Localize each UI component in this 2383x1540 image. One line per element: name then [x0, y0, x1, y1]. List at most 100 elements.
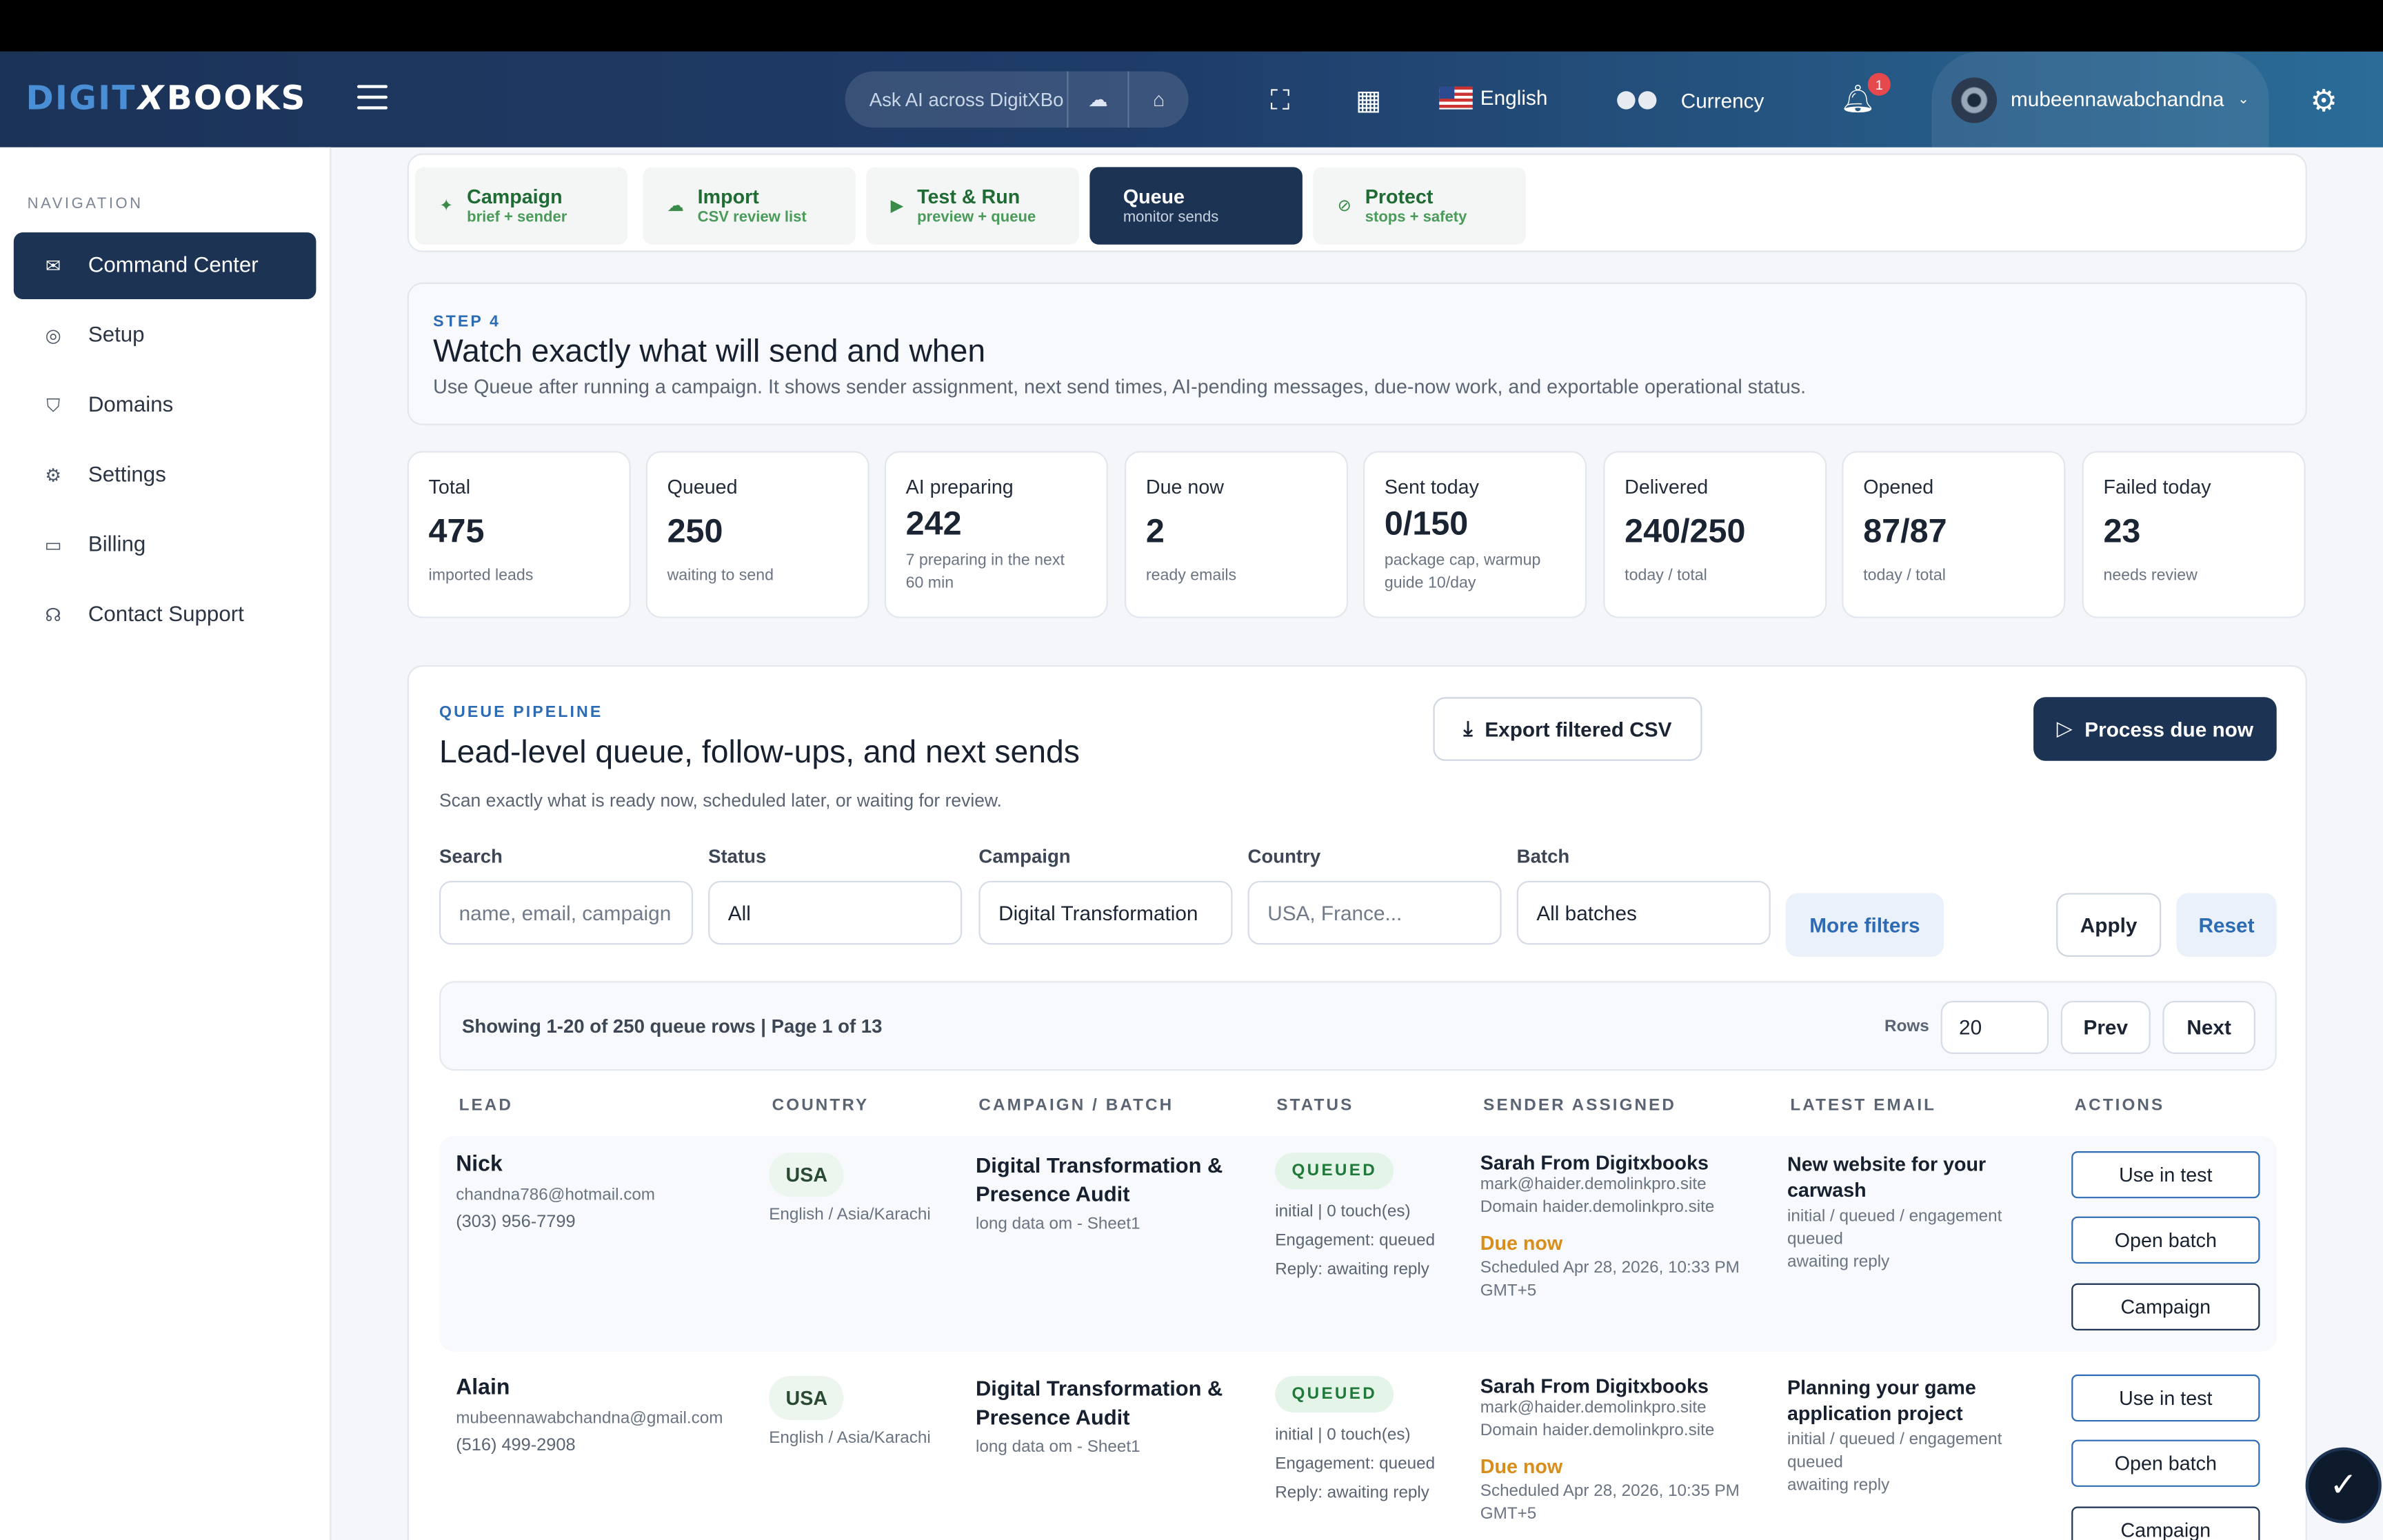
- open-batch-button[interactable]: Open batch: [2071, 1216, 2260, 1264]
- pipeline-eyebrow: QUEUE PIPELINE: [439, 703, 603, 722]
- country-input[interactable]: USA, France...: [1247, 880, 1502, 945]
- language-label: English: [1480, 86, 1548, 110]
- apps-grid-icon[interactable]: ▦: [1356, 85, 1382, 116]
- intro-card: STEP 4 Watch exactly what will send and …: [407, 282, 2307, 425]
- status-badge: QUEUED: [1275, 1376, 1394, 1412]
- stat-card-due-now: Due now 2 ready emails: [1125, 451, 1349, 618]
- tab-import[interactable]: ☁ Import CSV review list: [643, 167, 856, 245]
- tab-campaign[interactable]: ✦ Campaign brief + sender: [414, 167, 628, 245]
- tab-subtitle: CSV review list: [697, 208, 807, 226]
- lead-phone: (516) 499-2908: [456, 1437, 576, 1455]
- stat-value: 242: [905, 504, 962, 543]
- ai-assistant-icon[interactable]: ☁: [1067, 71, 1127, 128]
- user-menu[interactable]: mubeennawabchandna ⌄: [1931, 51, 2269, 148]
- sidebar-item-contact-support[interactable]: ☊ Contact Support: [14, 582, 316, 649]
- prev-button[interactable]: Prev: [2060, 1000, 2151, 1054]
- ai-learn-icon[interactable]: ⌂: [1127, 71, 1188, 128]
- reply-status: Reply: awaiting reply: [1275, 1260, 1429, 1279]
- tab-subtitle: brief + sender: [467, 208, 567, 226]
- language-selector[interactable]: English: [1439, 86, 1548, 110]
- floating-assistant-button[interactable]: ✓: [2305, 1447, 2382, 1523]
- stat-label: Sent today: [1384, 475, 1479, 498]
- cloud-upload-icon: ☁: [667, 197, 684, 216]
- shield-icon: ⛉: [46, 394, 61, 416]
- download-icon: ⤓: [1463, 716, 1473, 740]
- email-subject: Planning your game application project: [1787, 1376, 1976, 1425]
- email-reply-status: awaiting reply: [1787, 1476, 1890, 1495]
- step-tabs: ✦ Campaign brief + sender ☁ Import CSV rev…: [407, 153, 2307, 252]
- tab-subtitle: stops + safety: [1365, 208, 1467, 226]
- campaign-button[interactable]: Campaign: [2071, 1506, 2260, 1540]
- sidebar-item-billing[interactable]: ▭ Billing: [14, 511, 316, 578]
- stat-card-queued: Queued 250 waiting to send: [645, 451, 869, 618]
- status-badge: QUEUED: [1275, 1153, 1394, 1190]
- gear-icon: ⚙: [45, 465, 61, 487]
- ai-search-bar[interactable]: Ask AI across DigitXBo ☁ ⌂: [845, 71, 1189, 128]
- more-filters-button[interactable]: More filters: [1785, 893, 1944, 957]
- engagement-status: Engagement: queued: [1275, 1455, 1436, 1474]
- campaign-button[interactable]: Campaign: [2071, 1283, 2260, 1330]
- email-reply-status: awaiting reply: [1787, 1253, 1890, 1272]
- sender-name: Sarah From Digitxbooks: [1480, 1374, 1709, 1397]
- sidebar-item-domains[interactable]: ⛉ Domains: [14, 372, 316, 439]
- email-subject: New website for your carwash: [1787, 1153, 1987, 1202]
- apply-button[interactable]: Apply: [2056, 893, 2162, 957]
- status-filter-label: Status: [708, 846, 767, 868]
- main-content: ✦ Campaign brief + sender ☁ Import CSV rev…: [331, 148, 2383, 1540]
- stat-card-delivered: Delivered 240/250 today / total: [1603, 451, 1827, 618]
- country-filter-label: Country: [1247, 846, 1321, 868]
- stat-card-ai-preparing: AI preparing 242 7 preparing in the next…: [884, 451, 1108, 618]
- stat-label: Total: [428, 475, 471, 498]
- col-header-latest-email: LATEST EMAIL: [1790, 1096, 1937, 1115]
- batch-name: long data om - Sheet1: [976, 1438, 1140, 1457]
- batch-select[interactable]: All batches: [1516, 880, 1771, 945]
- tab-subtitle: preview + queue: [917, 208, 1036, 226]
- stat-card-failed-today: Failed today 23 needs review: [2082, 451, 2306, 618]
- use-in-test-button[interactable]: Use in test: [2071, 1151, 2260, 1199]
- pagination-summary: Showing 1-20 of 250 queue rows | Page 1 …: [462, 1015, 883, 1037]
- stat-label: Failed today: [2103, 475, 2211, 498]
- tab-queue[interactable]: Queue monitor sends: [1089, 167, 1303, 245]
- lead-name: Alain: [456, 1376, 510, 1401]
- stat-value: 250: [667, 511, 723, 550]
- brand-logo[interactable]: DIGIT X BOOKS: [0, 52, 331, 148]
- currency-icon: [1617, 87, 1660, 114]
- chevron-down-icon: ⌄: [2238, 91, 2249, 107]
- sidebar-item-setup[interactable]: ◎ Setup: [14, 302, 316, 369]
- tab-title: Import: [697, 184, 759, 207]
- tab-test-run[interactable]: ▶ Test & Run preview + queue: [866, 167, 1079, 245]
- stat-label: AI preparing: [905, 475, 1014, 498]
- lead-phone: (303) 956-7799: [456, 1213, 576, 1232]
- tab-title: Protect: [1365, 184, 1434, 207]
- sidebar-item-settings[interactable]: ⚙ Settings: [14, 442, 316, 509]
- fullscreen-icon[interactable]: ⛶: [1270, 85, 1290, 116]
- use-in-test-button[interactable]: Use in test: [2071, 1374, 2260, 1422]
- campaign-name: Digital Transformation & Presence Audit: [976, 1153, 1223, 1206]
- campaign-select[interactable]: Digital Transformation: [978, 880, 1233, 945]
- ai-search-input[interactable]: Ask AI across DigitXBo: [869, 88, 1064, 110]
- country-badge: USA: [769, 1153, 845, 1197]
- export-csv-button[interactable]: ⤓ Export filtered CSV: [1433, 697, 1702, 761]
- tab-subtitle: monitor sends: [1123, 208, 1219, 226]
- due-now-label: Due now: [1480, 1455, 1563, 1478]
- lead-email: mubeennawabchandna@gmail.com: [456, 1409, 723, 1428]
- lead-locale: English / Asia/Karachi: [769, 1206, 931, 1224]
- pipeline-description: Scan exactly what is ready now, schedule…: [439, 789, 1002, 811]
- col-header-actions: ACTIONS: [2074, 1096, 2165, 1115]
- menu-toggle-icon[interactable]: [356, 85, 388, 110]
- currency-selector[interactable]: Currency: [1617, 87, 1764, 114]
- sidebar-item-command-center[interactable]: ✉ Command Center: [13, 232, 316, 300]
- process-due-now-button[interactable]: ▷ Process due now: [2033, 697, 2277, 761]
- tab-protect[interactable]: ⊘ Protect stops + safety: [1313, 167, 1526, 245]
- rows-per-page-input[interactable]: 20: [1940, 1000, 2049, 1054]
- open-batch-button[interactable]: Open batch: [2071, 1439, 2260, 1487]
- settings-gear-icon[interactable]: ⚙: [2310, 85, 2337, 119]
- reset-button[interactable]: Reset: [2176, 893, 2277, 957]
- next-button[interactable]: Next: [2162, 1000, 2255, 1054]
- search-filter-label: Search: [439, 846, 503, 868]
- status-select[interactable]: All: [708, 880, 963, 945]
- export-csv-label: Export filtered CSV: [1485, 717, 1672, 741]
- reply-status: Reply: awaiting reply: [1275, 1483, 1429, 1502]
- search-input[interactable]: name, email, campaign: [439, 880, 694, 945]
- engagement-status: Engagement: queued: [1275, 1231, 1436, 1250]
